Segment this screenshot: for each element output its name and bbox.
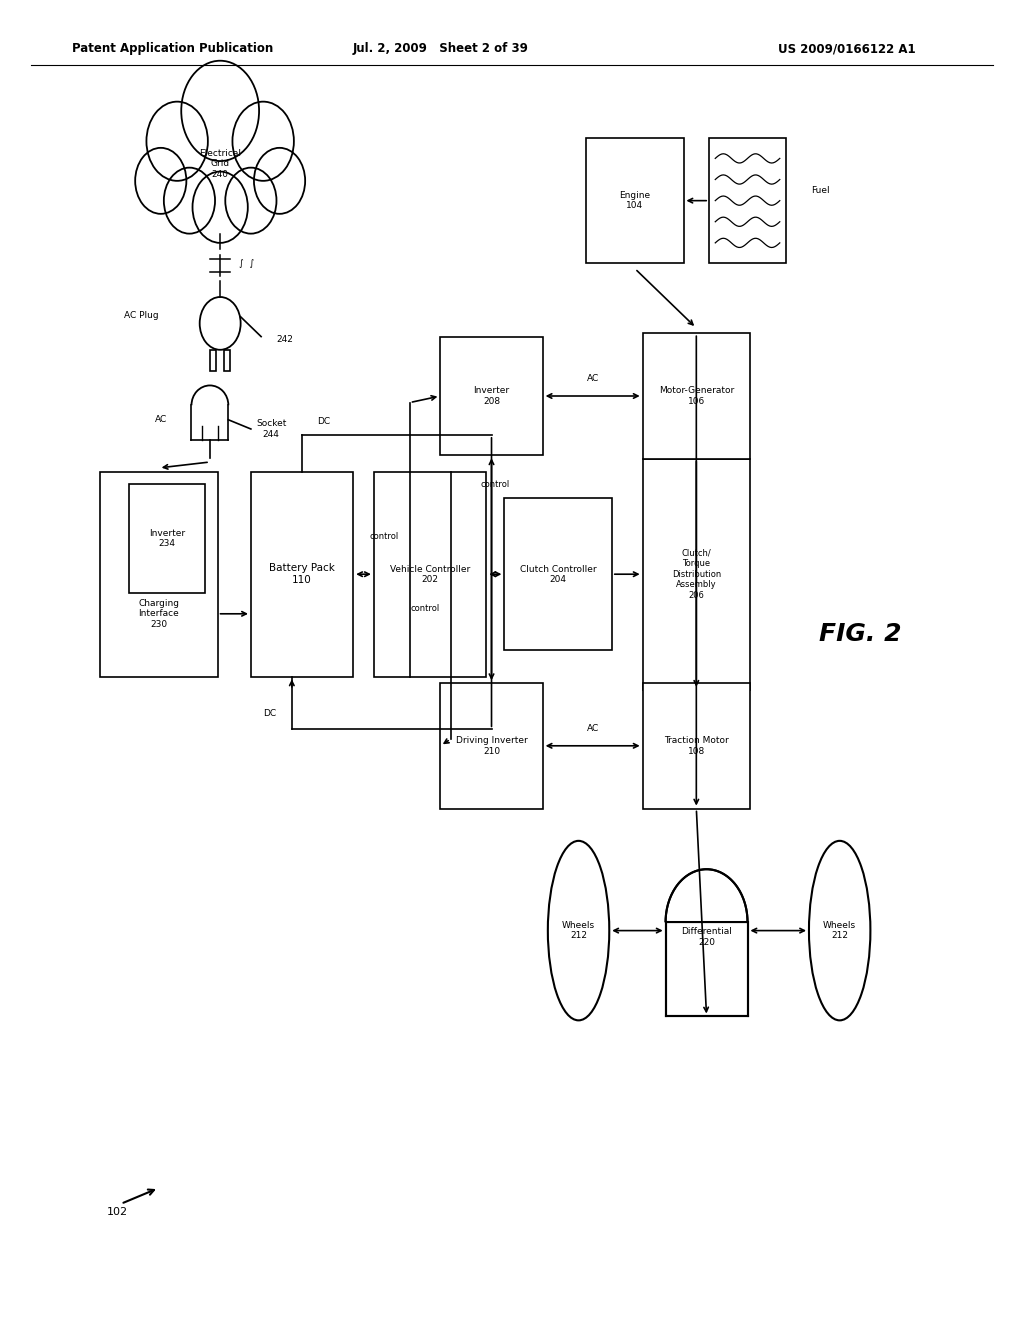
- Circle shape: [225, 168, 276, 234]
- Text: ∫  ∫: ∫ ∫: [239, 260, 254, 268]
- Bar: [440, 337, 543, 455]
- Bar: [224, 350, 230, 371]
- Text: control: control: [411, 605, 439, 614]
- Text: 242: 242: [276, 335, 293, 343]
- Circle shape: [164, 168, 215, 234]
- Bar: [643, 682, 750, 808]
- Circle shape: [232, 102, 294, 181]
- Text: Wheels
212: Wheels 212: [562, 921, 595, 940]
- Text: 102: 102: [108, 1206, 128, 1217]
- Text: US 2009/0166122 A1: US 2009/0166122 A1: [778, 42, 915, 55]
- Circle shape: [254, 148, 305, 214]
- Bar: [129, 484, 205, 593]
- Bar: [100, 473, 218, 677]
- Text: AC: AC: [587, 375, 599, 383]
- Text: Socket
244: Socket 244: [256, 420, 287, 438]
- Circle shape: [200, 297, 241, 350]
- Text: AC: AC: [155, 416, 167, 424]
- Text: control: control: [480, 480, 510, 488]
- Polygon shape: [666, 870, 748, 921]
- Bar: [666, 921, 748, 1016]
- Text: Electrical
Grid
240: Electrical Grid 240: [199, 149, 242, 178]
- Circle shape: [146, 102, 208, 181]
- Text: Clutch Controller
204: Clutch Controller 204: [520, 565, 596, 583]
- Text: Wheels
212: Wheels 212: [823, 921, 856, 940]
- Text: Vehicle Controller
202: Vehicle Controller 202: [390, 565, 470, 583]
- Bar: [374, 473, 486, 677]
- Text: Fuel: Fuel: [811, 186, 830, 194]
- Ellipse shape: [809, 841, 870, 1020]
- Text: Inverter
208: Inverter 208: [473, 387, 510, 405]
- Text: FIG. 2: FIG. 2: [819, 622, 901, 645]
- Text: Traction Motor
108: Traction Motor 108: [664, 737, 729, 755]
- Text: DC: DC: [263, 709, 276, 718]
- Text: DC: DC: [317, 417, 331, 426]
- Bar: [586, 139, 684, 263]
- Text: Clutch/
Torque
Distribution
Assembly
206: Clutch/ Torque Distribution Assembly 206: [672, 549, 721, 599]
- Text: Charging
Interface
230: Charging Interface 230: [138, 599, 179, 628]
- Text: Patent Application Publication: Patent Application Publication: [72, 42, 273, 55]
- Text: AC Plug: AC Plug: [124, 312, 159, 319]
- Bar: [505, 499, 612, 651]
- Bar: [709, 139, 786, 263]
- Circle shape: [193, 172, 248, 243]
- Text: control: control: [370, 532, 398, 541]
- Ellipse shape: [548, 841, 609, 1020]
- Bar: [643, 459, 750, 689]
- Circle shape: [135, 148, 186, 214]
- Bar: [643, 334, 750, 459]
- Bar: [251, 473, 353, 677]
- Text: Motor-Generator
106: Motor-Generator 106: [658, 387, 734, 405]
- Text: Engine
104: Engine 104: [620, 191, 650, 210]
- Text: Inverter
234: Inverter 234: [148, 529, 185, 548]
- Circle shape: [181, 61, 259, 161]
- Text: AC: AC: [587, 725, 599, 733]
- Text: Battery Pack
110: Battery Pack 110: [269, 564, 335, 585]
- Bar: [440, 682, 543, 808]
- Text: Jul. 2, 2009   Sheet 2 of 39: Jul. 2, 2009 Sheet 2 of 39: [352, 42, 528, 55]
- Text: Driving Inverter
210: Driving Inverter 210: [456, 737, 527, 755]
- Bar: [210, 350, 216, 371]
- Text: Differential
220: Differential 220: [681, 928, 732, 946]
